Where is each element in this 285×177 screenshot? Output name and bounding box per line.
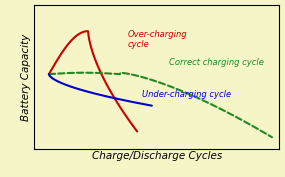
Text: Correct charging cycle: Correct charging cycle <box>169 58 264 67</box>
Text: Over-charging
cycle: Over-charging cycle <box>127 30 187 49</box>
Y-axis label: Battery Capacity: Battery Capacity <box>21 33 31 121</box>
Text: Under-charging cycle: Under-charging cycle <box>142 90 231 99</box>
X-axis label: Charge/Discharge Cycles: Charge/Discharge Cycles <box>91 152 222 161</box>
